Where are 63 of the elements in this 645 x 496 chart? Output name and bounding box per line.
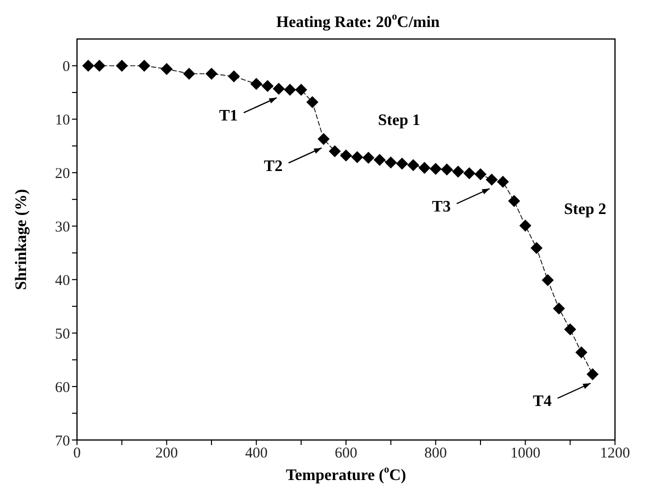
point (160, 62, 173, 75)
x-tick-label: 1200 (600, 446, 630, 462)
y-tick-label: 10 (55, 112, 70, 129)
point (93, 60, 106, 72)
x-tick-label: 200 (155, 446, 178, 462)
point (519, 220, 532, 232)
annotation: T3 (432, 198, 451, 216)
point (351, 151, 364, 164)
point (396, 158, 408, 170)
point (452, 166, 464, 178)
x-tick-label: 1000 (510, 446, 540, 462)
annotation: T4 (532, 393, 552, 410)
point (228, 70, 240, 82)
y-tick-label: 20 (55, 166, 70, 182)
y-tick-label: 40 (55, 272, 70, 289)
x-tick-label: 400 (245, 446, 268, 462)
annotation: T2 (264, 158, 283, 175)
point (575, 346, 588, 358)
point (362, 152, 374, 164)
y-tick-label: 70 (55, 433, 70, 450)
annotation: T1 (219, 108, 238, 125)
annotation: Step 1 (378, 112, 420, 130)
point (384, 156, 397, 169)
point (306, 96, 318, 108)
point (564, 323, 576, 336)
x-tick-label: 800 (424, 446, 447, 462)
point (552, 302, 565, 314)
point (440, 163, 453, 176)
point (474, 168, 486, 180)
y-tick-label: 50 (55, 326, 70, 342)
point (82, 60, 94, 72)
y-tick-label: 0 (62, 59, 70, 76)
y-tick-label: 30 (55, 219, 70, 236)
point (463, 167, 476, 180)
point (295, 84, 308, 96)
point (183, 68, 196, 80)
point (374, 154, 386, 166)
point (328, 145, 341, 158)
point (206, 68, 218, 80)
x-tick-label: 600 (334, 446, 358, 462)
annotation: Step 2 (564, 201, 606, 219)
point (272, 82, 285, 95)
point (418, 162, 430, 174)
point (508, 195, 520, 208)
point (486, 174, 498, 186)
point (250, 78, 262, 90)
point (318, 132, 330, 145)
x-axis-title: Temperature ($^{o}$C) (286, 464, 406, 484)
point (496, 176, 509, 188)
point (530, 242, 543, 254)
point (586, 368, 599, 380)
x-tick-label: 0 (73, 446, 81, 462)
point (430, 162, 442, 175)
chart-title: Heating Rate: 20$^{o}$C/min (276, 12, 440, 31)
y-axis-title: Shrinkage (%) (13, 189, 30, 290)
point (262, 80, 274, 92)
y-tick-label: 60 (55, 380, 70, 396)
point (116, 60, 128, 72)
point (138, 60, 150, 72)
point (340, 150, 352, 162)
point (542, 274, 554, 286)
point (284, 84, 296, 96)
point (407, 159, 420, 172)
